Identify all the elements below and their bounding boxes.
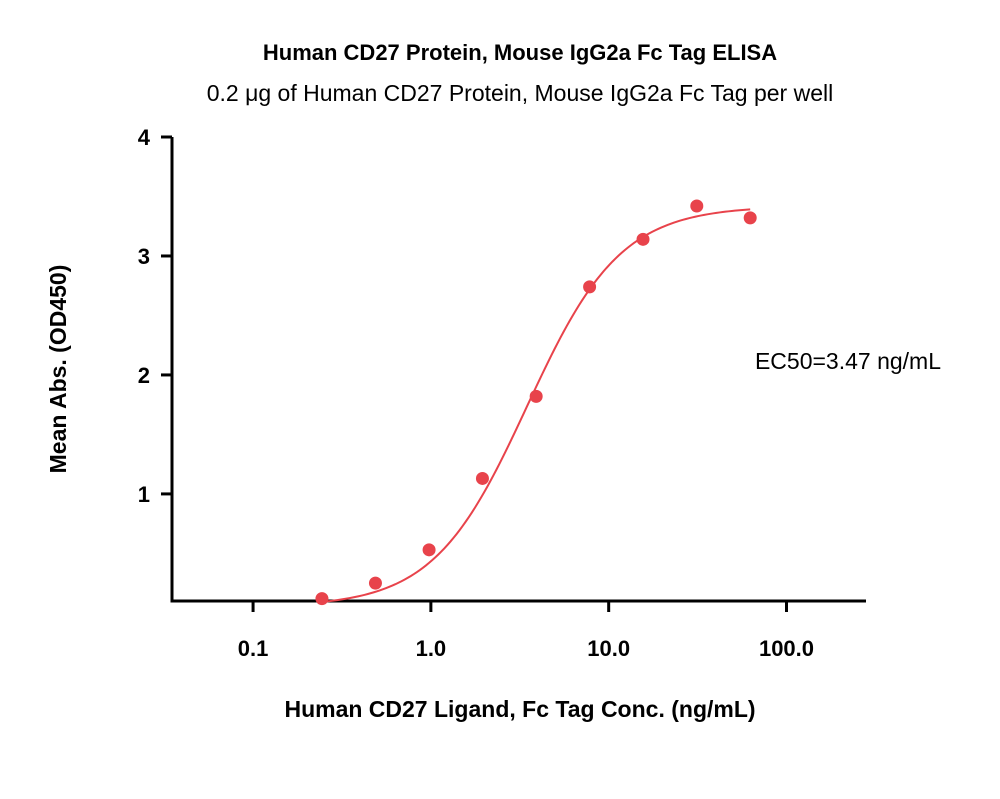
data-point: [636, 232, 650, 246]
axes: 1 2 3 4 0.1 1.0 10.0 100.0: [138, 125, 866, 661]
x-tick-label: 100.0: [759, 636, 814, 661]
data-point: [743, 211, 757, 225]
fit-curve-group: [321, 208, 751, 603]
data-point: [422, 543, 436, 557]
data-point: [690, 199, 704, 213]
data-points: [315, 199, 757, 606]
y-tick-label: 1: [138, 482, 150, 507]
fit-curve: [321, 208, 751, 603]
data-point: [475, 471, 489, 485]
y-axis-label: Mean Abs. (OD450): [45, 265, 71, 474]
data-point: [583, 280, 597, 294]
y-tick-label: 3: [138, 244, 150, 269]
chart-subtitle: 0.2 μg of Human CD27 Protein, Mouse IgG2…: [207, 80, 833, 106]
y-tick-label: 2: [138, 363, 150, 388]
x-tick-label: 0.1: [238, 636, 269, 661]
ec50-annotation: EC50=3.47 ng/mL: [755, 348, 941, 374]
x-tick-label: 1.0: [416, 636, 447, 661]
x-axis-label: Human CD27 Ligand, Fc Tag Conc. (ng/mL): [284, 696, 755, 722]
x-tick-label: 10.0: [587, 636, 630, 661]
data-point: [315, 592, 329, 606]
data-point: [529, 389, 543, 403]
data-point: [368, 576, 382, 590]
chart-title: Human CD27 Protein, Mouse IgG2a Fc Tag E…: [263, 40, 777, 65]
y-tick-label: 4: [138, 125, 151, 150]
